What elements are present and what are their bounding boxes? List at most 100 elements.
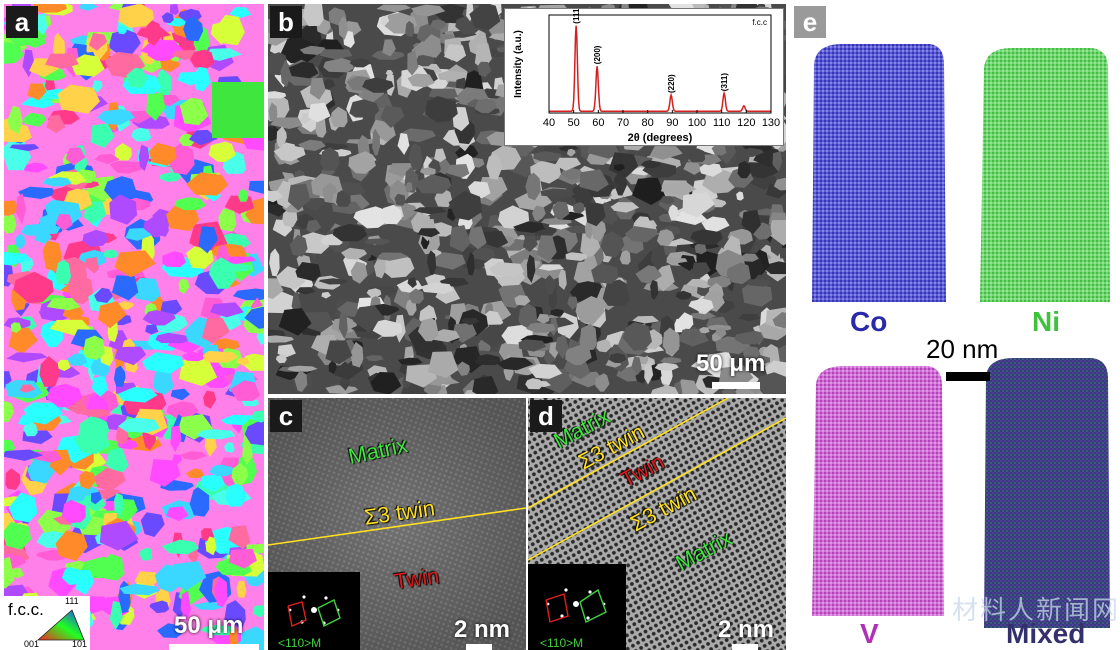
sem-grain [273,144,306,162]
sem-grain [303,4,324,27]
ebsd-grain [114,346,147,366]
sem-grain [414,174,452,194]
ebsd-grain [13,271,54,304]
sem-grain [699,162,723,177]
sem-grain [468,181,491,199]
ebsd-grain [15,233,26,250]
ipf-legend-title: f.c.c. [8,600,44,619]
sem-grain [644,362,654,385]
xrd-tick-label-1: 50 [568,117,580,129]
ebsd-grain [46,298,81,311]
sem-grain [536,235,557,262]
ebsd-grain [114,143,132,161]
sem-grain [318,278,348,285]
sem-grain [413,207,447,215]
sem-grain [649,145,683,160]
ebsd-grain [125,228,152,241]
sem-grain [514,295,531,306]
xrd-series-line [549,25,771,112]
ipf-101: 101 [72,639,88,649]
sem-grain [372,319,402,337]
sem-grain [701,216,730,232]
sem-grain [407,277,417,288]
sem-grain [650,280,659,300]
ebsd-grain [23,35,47,48]
sem-grain [417,318,439,342]
ebsd-grain [215,14,245,46]
ebsd-grain [232,288,264,301]
ebsd-grain [91,375,109,398]
sem-grain [540,188,576,198]
ebsd-grain [5,468,21,490]
ebsd-grain [8,492,38,523]
ebsd-grain [4,212,17,234]
sem-grain [427,250,437,275]
ebsd-grain [18,186,57,199]
ebsd-grain [6,352,48,363]
ebsd-grain [178,278,190,294]
sem-grain [575,296,605,325]
ebsd-grain [44,199,82,226]
sem-grain [569,281,607,303]
ebsd-grain [200,624,238,636]
sem-grain [591,263,619,285]
ebsd-grain [78,4,98,11]
ebsd-grain [80,409,111,418]
ebsd-grain [192,66,211,92]
ebsd-grain [193,602,225,610]
sem-grain [573,202,585,214]
panel-b-label: b [270,6,302,38]
sem-grain [560,168,584,180]
sem-grain [295,287,316,295]
xrd-xlabel: 2θ (degrees) [628,132,693,144]
ebsd-grain [46,114,66,133]
sem-grain [268,84,285,92]
panel-d-fft-inset: <110>M [528,564,626,650]
sem-grain [707,324,732,331]
sem-grain [668,204,679,221]
ebsd-grain [118,417,161,433]
ebsd-grain [4,401,15,423]
xrd-peak-label-2: (220) [667,74,676,93]
sem-grain [304,198,325,211]
xrd-tick-label-7: 110 [713,117,731,129]
ebsd-grain [212,338,240,352]
ebsd-grain [245,197,264,225]
ebsd-grain [188,129,218,146]
sem-grain [741,282,773,307]
sem-grain [308,102,331,123]
sem-grain [348,151,376,174]
ebsd-grain [101,554,125,581]
sem-grain [385,70,394,76]
sem-grain [338,313,348,340]
sem-grain [624,226,659,243]
ebsd-grain [185,468,205,478]
xrd-tick-label-8: 120 [737,117,755,129]
sem-grain [320,147,340,171]
ebsd-grain [92,80,103,93]
ebsd-grain [142,352,185,374]
sem-grain [366,288,382,298]
sem-grain [341,247,368,260]
ebsd-grain [113,365,126,387]
sem-grain [309,77,326,100]
ebsd-grain [238,189,248,202]
ebsd-grain [103,249,118,259]
sem-grain [525,172,541,201]
ebsd-grain [97,109,135,125]
sem-grain [665,257,688,264]
sem-grain [268,126,285,141]
ebsd-grain [84,257,100,274]
ebsd-grain [45,53,79,69]
sem-grain [772,151,783,172]
xrd-tick-label-2: 60 [592,117,604,129]
sem-grain [409,288,424,304]
ebsd-grain [118,4,154,28]
ebsd-grain [20,97,55,109]
ebsd-grain [229,7,252,19]
sem-grain [739,147,764,158]
ebsd-grain [240,353,264,371]
ebsd-grain [42,240,63,272]
panel-a-ebsd-map: a f.c.c. 111 001 101 50 μm [4,4,264,650]
ebsd-grain [142,310,176,326]
